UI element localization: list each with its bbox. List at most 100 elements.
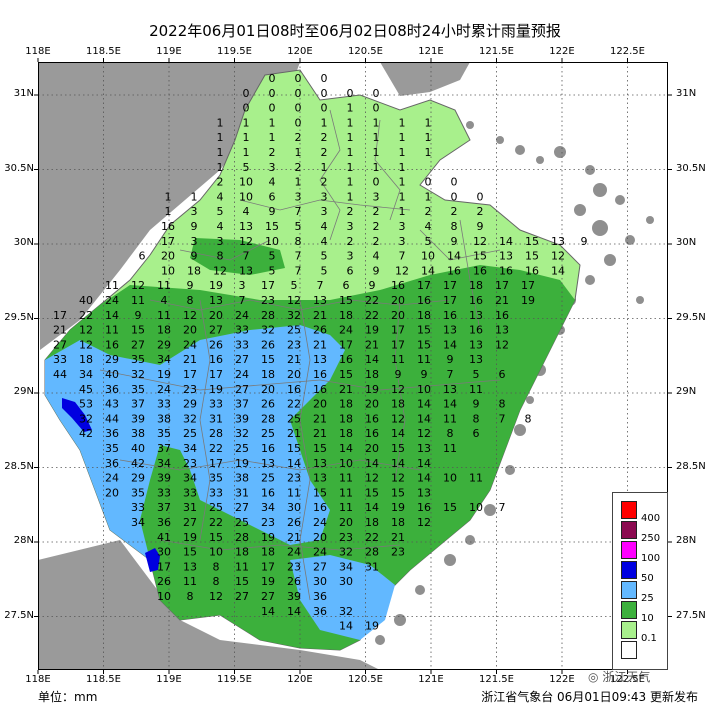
station-value: 22 [209,442,223,455]
station-value: 13 [469,338,483,351]
station-value: 21 [287,353,301,366]
station-value: 16 [417,294,431,307]
station-value: 5 [473,368,480,381]
station-value: 8 [499,398,506,411]
station-value: 27 [235,501,249,514]
lon-label-bottom: 121.5E [479,674,514,685]
station-value: 14 [551,264,565,277]
station-value: 1 [425,146,432,159]
station-value: 8 [295,235,302,248]
station-value: 14 [443,338,457,351]
station-value: 9 [395,368,402,381]
station-value: 20 [313,531,327,544]
station-value: 4 [425,220,432,233]
station-value: 0 [295,87,302,100]
station-value: 24 [157,383,171,396]
station-value: 13 [313,353,327,366]
station-value: 17 [391,338,405,351]
station-value: 9 [369,279,376,292]
lat-label-left: 30N [13,237,34,248]
station-value: 8 [213,575,220,588]
station-value: 6 [343,279,350,292]
station-value: 15 [261,353,275,366]
lon-label-top: 120E [287,46,313,57]
station-value: 17 [209,457,223,470]
station-value: 20 [287,368,301,381]
station-value: 22 [365,309,379,322]
station-value: 14 [421,264,435,277]
station-value: 2 [321,146,328,159]
legend-swatch [621,501,637,519]
station-value: 34 [79,368,93,381]
station-value: 5 [217,205,224,218]
station-value: 27 [183,516,197,529]
station-value: 23 [183,457,197,470]
station-value: 27 [235,590,249,603]
station-value: 10 [417,383,431,396]
station-value: 8 [187,294,194,307]
watermark-text: 浙江天气 [602,670,651,684]
station-value: 11 [469,383,483,396]
station-value: 33 [131,501,145,514]
legend: 400 250 100 50 25 10 0.1 [612,492,668,670]
station-value: 19 [365,383,379,396]
station-value: 0 [321,87,328,100]
station-value: 5 [269,264,276,277]
lat-label-left: 31N [13,88,34,99]
station-value: 21 [495,294,509,307]
station-value: 2 [347,205,354,218]
station-value: 8 [213,560,220,573]
station-value: 18 [261,546,275,559]
station-value: 12 [239,235,253,248]
station-value: 13 [469,353,483,366]
station-value: 14 [447,250,461,263]
station-value: 15 [365,486,379,499]
lon-label-bottom: 118.5E [86,674,121,685]
station-value: 18 [261,368,275,381]
station-value: 36 [157,516,171,529]
station-value: 0 [451,190,458,203]
station-value: 4 [321,235,328,248]
lat-label-right: 29N [676,386,697,397]
station-value: 7 [399,250,406,263]
station-value: 2 [373,235,380,248]
station-value: 31 [365,560,379,573]
station-value: 0 [295,102,302,115]
station-value: 23 [391,546,405,559]
station-value: 31 [209,412,223,425]
station-value: 11 [339,472,353,485]
station-value: 28 [261,309,275,322]
station-value: 18 [187,264,201,277]
station-value: 16 [469,294,483,307]
station-value: 26 [313,324,327,337]
station-value: 21 [183,353,197,366]
station-value: 0 [373,102,380,115]
lat-label-right: 30.5N [676,162,706,174]
legend-swatch [621,521,637,539]
station-value: 1 [165,205,172,218]
station-value: 15 [209,531,223,544]
station-value: 34 [131,516,145,529]
station-value: 10 [157,590,171,603]
station-value: 1 [347,131,354,144]
station-value: 20 [183,324,197,337]
station-value: 27 [53,338,67,351]
station-value: 37 [235,398,249,411]
station-value: 11 [131,294,145,307]
station-value: 28 [235,531,249,544]
station-value: 1 [425,116,432,129]
station-value: 12 [213,264,227,277]
station-value: 19 [157,368,171,381]
station-value: 34 [183,442,197,455]
station-value: 0 [321,72,328,85]
station-value: 32 [183,412,197,425]
station-value: 17 [443,279,457,292]
legend-label: 50 [641,573,654,584]
station-value: 36 [313,605,327,618]
lon-label-bottom: 119E [156,674,182,685]
station-value: 16 [313,383,327,396]
station-value: 13 [499,250,513,263]
lat-label-right: 31N [676,88,697,99]
station-value: 16 [313,368,327,381]
